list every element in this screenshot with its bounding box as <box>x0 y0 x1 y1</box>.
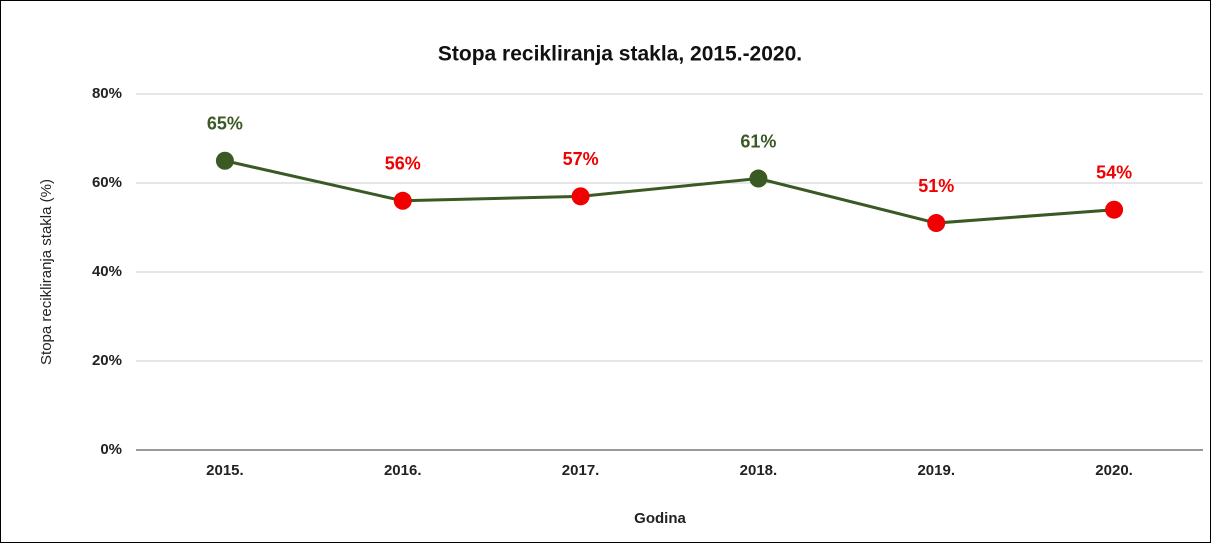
data-label: 56% <box>385 154 421 174</box>
x-tick-label: 2016. <box>384 462 422 479</box>
data-point <box>749 169 768 188</box>
y-tick-label: 60% <box>92 174 122 191</box>
x-tick-label: 2018. <box>740 462 778 479</box>
chart-title: Stopa recikliranja stakla, 2015.-2020. <box>438 43 802 66</box>
data-point <box>393 191 412 210</box>
data-label: 54% <box>1096 162 1132 182</box>
data-point <box>927 214 946 233</box>
x-tick-label: 2017. <box>562 462 600 479</box>
data-point <box>1105 200 1124 219</box>
x-axis-label: Godina <box>634 510 686 527</box>
data-label: 51% <box>918 176 954 196</box>
x-tick-label: 2015. <box>206 462 244 479</box>
data-label: 57% <box>563 149 599 169</box>
y-axis-label: Stopa recikliranja stakla (%) <box>38 179 55 365</box>
y-tick-label: 80% <box>92 85 122 102</box>
y-tick-label: 0% <box>100 441 122 458</box>
y-tick-label: 40% <box>92 263 122 280</box>
y-tick-label: 20% <box>92 352 122 369</box>
data-label: 65% <box>207 114 243 134</box>
series-line <box>224 159 1115 225</box>
data-point <box>215 151 234 170</box>
data-label: 61% <box>740 131 776 151</box>
data-point <box>571 187 590 206</box>
x-tick-label: 2019. <box>917 462 955 479</box>
x-tick-label: 2020. <box>1095 462 1133 479</box>
